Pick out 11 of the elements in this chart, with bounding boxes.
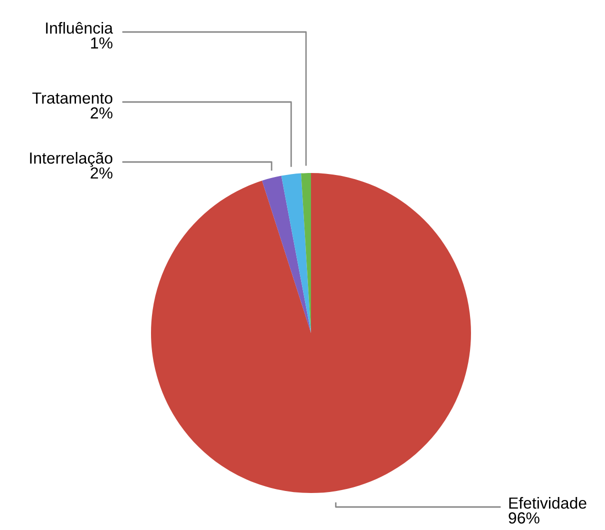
slice-label: Interrelação bbox=[30, 152, 112, 167]
slice-label: Influência bbox=[46, 22, 114, 34]
data-label: 96% bbox=[508, 512, 540, 524]
data-label: 2% bbox=[90, 107, 112, 119]
pie-slice bbox=[281, 173, 311, 333]
pie-slice bbox=[262, 176, 311, 333]
slice-label: Efetividade bbox=[509, 497, 586, 509]
slice-label: Tratamento bbox=[32, 92, 112, 104]
data-label: 1% bbox=[91, 37, 112, 49]
pie-slice bbox=[151, 173, 471, 493]
data-label: 2% bbox=[90, 167, 112, 179]
